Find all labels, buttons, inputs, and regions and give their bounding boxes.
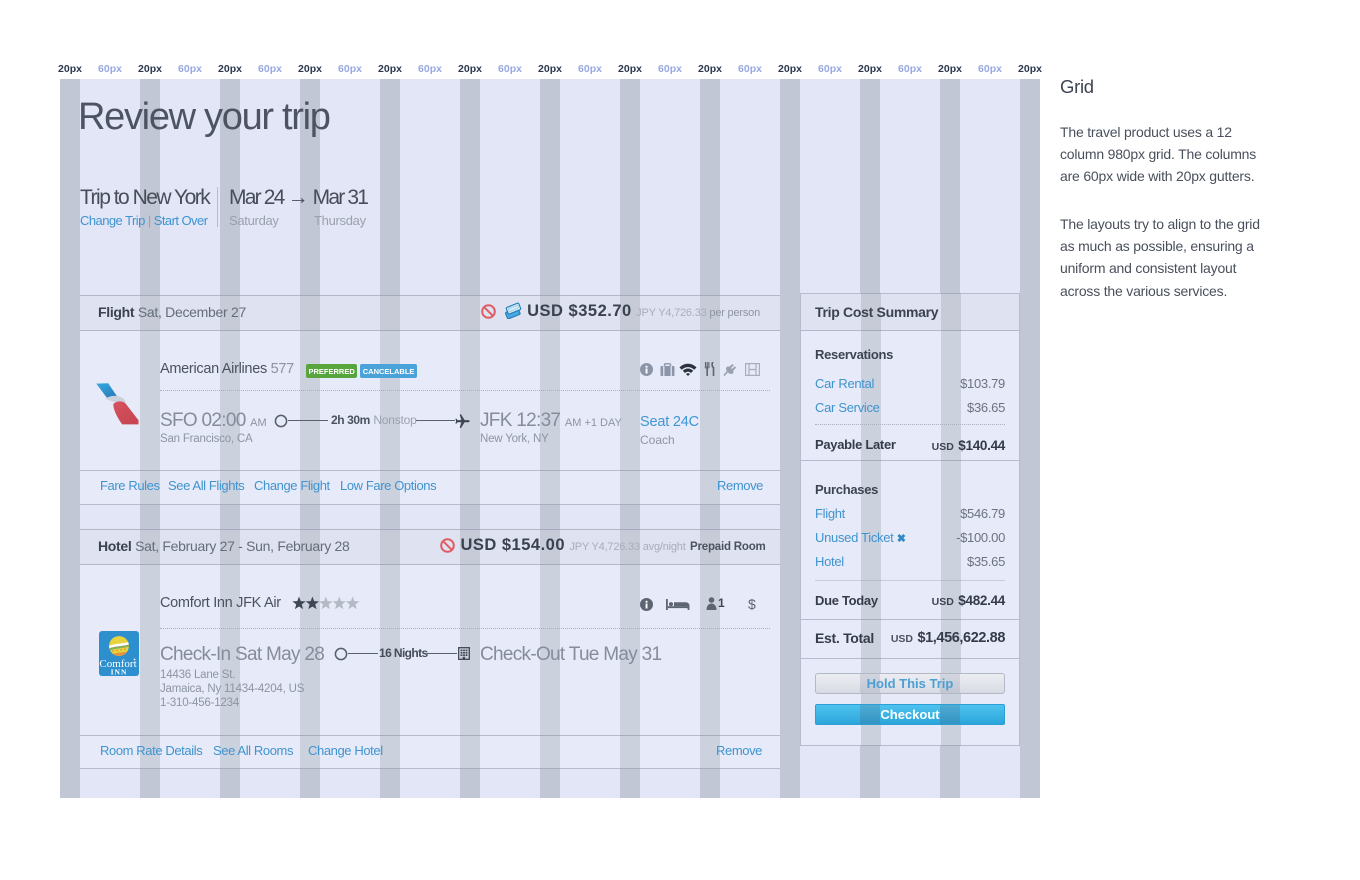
- svg-text:Comfort: Comfort: [99, 658, 136, 670]
- svg-text:INN: INN: [111, 668, 128, 677]
